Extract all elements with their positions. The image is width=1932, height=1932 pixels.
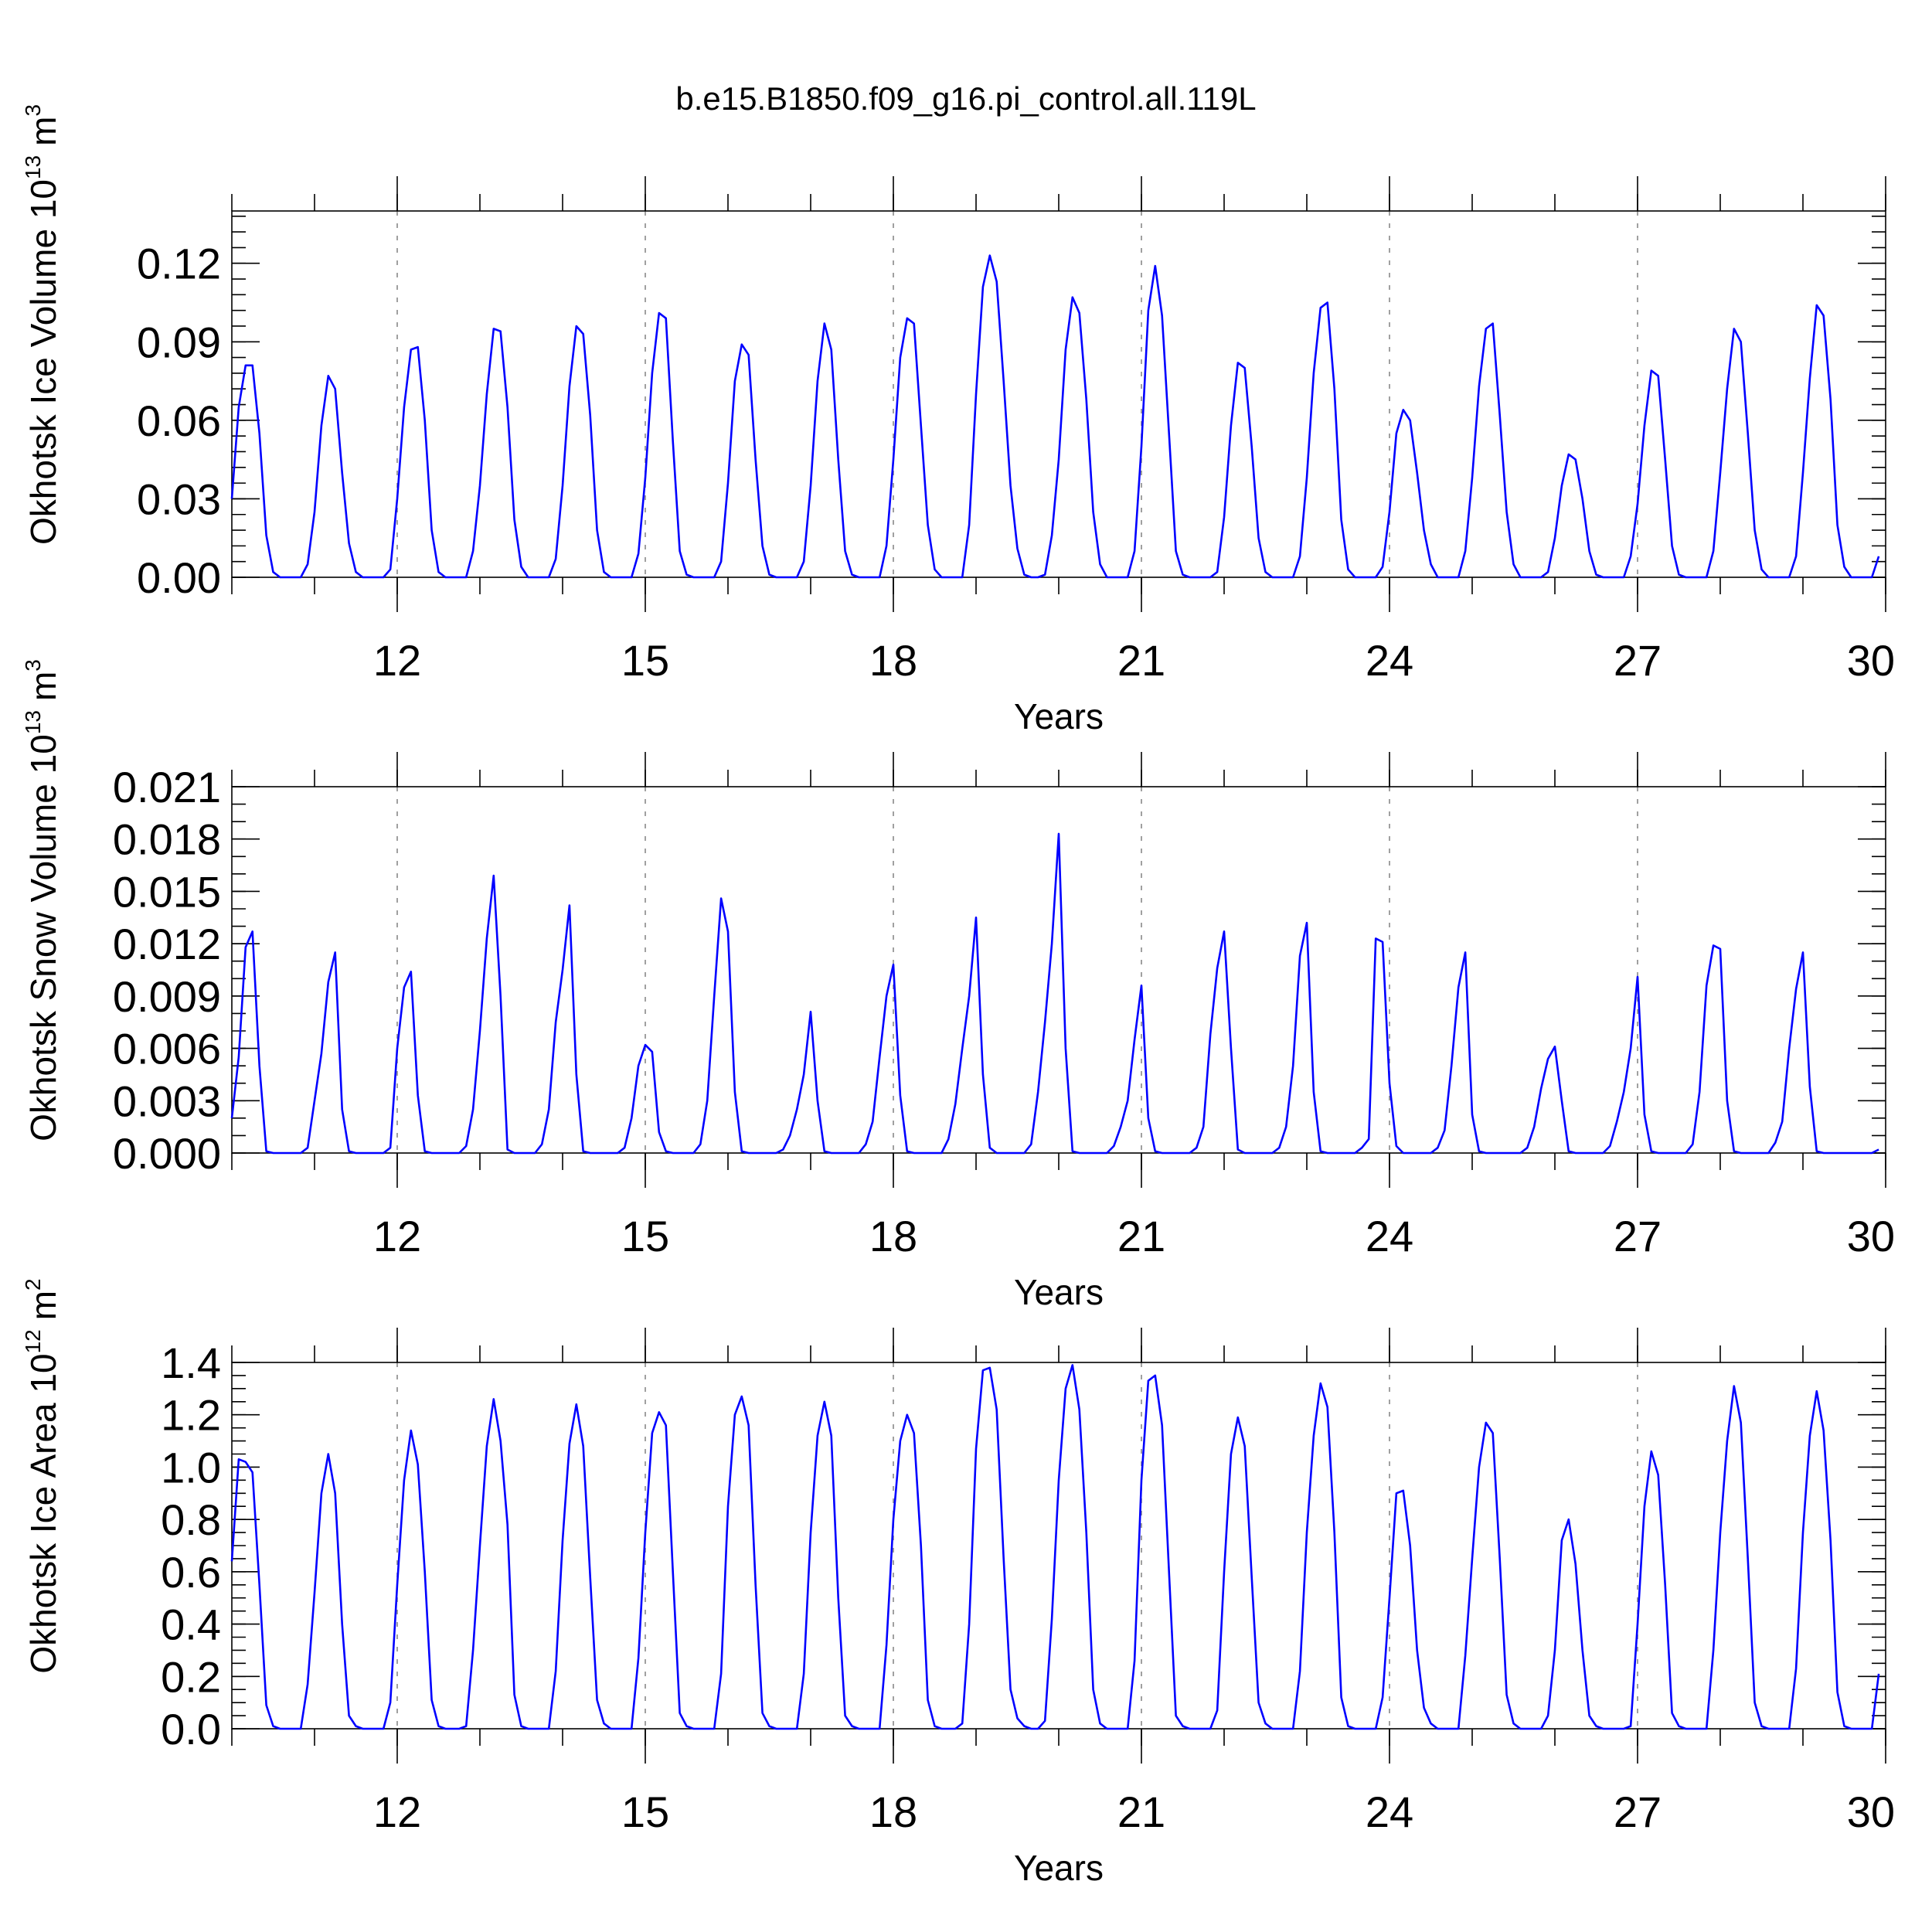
y-axis-title-ylabel-unit-exponent: 3 [21, 104, 45, 117]
x-tick-label: 30 [1847, 636, 1895, 685]
y-axis-title-ylabel-unit-exponent: 2 [21, 1278, 45, 1291]
plot-frame [231, 786, 1886, 1154]
x-tick-label: 24 [1366, 636, 1413, 685]
y-tick-label: 0.4 [161, 1600, 221, 1649]
x-tick-label: 15 [621, 1787, 669, 1836]
y-tick-label: 0.09 [137, 318, 221, 366]
y-tick-label: 0.009 [113, 972, 221, 1021]
plot-frame [231, 1362, 1886, 1730]
x-tick-label: 12 [373, 1212, 421, 1260]
y-axis-title-ylabel-unit: m [23, 117, 63, 146]
series-line-ice-area [230, 1364, 1880, 1730]
y-tick-label: 0.2 [161, 1652, 221, 1701]
x-tick-label: 21 [1117, 1212, 1165, 1260]
x-tick-label: 18 [869, 1212, 917, 1260]
y-axis-title-ylabel-exponent: 13 [21, 710, 45, 734]
x-tick-label: 12 [373, 636, 421, 685]
y-axis-title-ylabel-exponent: 12 [21, 1329, 45, 1353]
y-tick-label: 0.021 [113, 763, 221, 811]
y-tick-label: 0.03 [137, 474, 221, 523]
panel-snow-volume: 0.0000.0030.0060.0090.0120.0150.0180.021… [21, 659, 1895, 1312]
x-tick-label: 18 [869, 636, 917, 685]
x-tick-label: 27 [1614, 1212, 1662, 1260]
x-tick-label: 27 [1614, 1787, 1662, 1836]
x-tick-label: 18 [869, 1787, 917, 1836]
x-axis-title: Years [1014, 696, 1104, 736]
y-tick-label: 0.0 [161, 1705, 221, 1753]
y-axis-title-ylabel: Okhotsk Ice Volume 10 [23, 179, 63, 545]
y-axis-title: Okhotsk Ice Area 1012 m2 [21, 1278, 63, 1673]
y-tick-label: 0.8 [161, 1495, 221, 1544]
x-tick-label: 15 [621, 1212, 669, 1260]
y-tick-label: 0.6 [161, 1548, 221, 1597]
y-axis-title: Okhotsk Ice Volume 1013 m3 [21, 104, 63, 545]
y-tick-label: 0.00 [137, 553, 221, 602]
series-line-ice-volume [230, 254, 1880, 579]
x-tick-label: 21 [1117, 1787, 1165, 1836]
y-axis-title-ylabel: Okhotsk Snow Volume 10 [23, 734, 63, 1141]
y-axis-title-ylabel-unit-exponent: 3 [21, 659, 45, 672]
x-tick-label: 24 [1366, 1212, 1413, 1260]
x-tick-label: 30 [1847, 1212, 1895, 1260]
x-tick-label: 15 [621, 636, 669, 685]
figure-title: b.e15.B1850.f09_g16.pi_control.all.119L [675, 80, 1256, 117]
y-tick-label: 1.2 [161, 1391, 221, 1440]
y-tick-label: 0.003 [113, 1077, 221, 1125]
y-tick-label: 0.12 [137, 240, 221, 288]
y-tick-label: 1.4 [161, 1338, 221, 1387]
series-line-snow-volume [230, 832, 1879, 1155]
y-tick-label: 1.0 [161, 1443, 221, 1492]
y-axis-title: Okhotsk Snow Volume 1013 m3 [21, 659, 63, 1141]
y-axis-title-ylabel-unit: m [23, 1291, 63, 1320]
y-axis-title-ylabel-unit: m [23, 672, 63, 701]
y-axis-title-ylabel: Okhotsk Ice Area 10 [23, 1353, 63, 1673]
y-tick-label: 0.012 [113, 920, 221, 968]
y-tick-label: 0.006 [113, 1025, 221, 1073]
y-tick-label: 0.018 [113, 815, 221, 864]
panel-ice-volume: 0.00 0.03 0.06 0.09 0.12 12 15 18 21 24 27 30 Years O… [21, 104, 1895, 736]
y-tick-label: 0.015 [113, 867, 221, 916]
x-tick-label: 30 [1847, 1787, 1895, 1836]
x-tick-label: 27 [1614, 636, 1662, 685]
x-tick-label: 12 [373, 1787, 421, 1836]
panel-ice-area: 0.00.20.40.60.81.01.21.4 12 15 18 21 24 27 30 Ye… [21, 1278, 1895, 1888]
x-axis-title: Years [1014, 1848, 1104, 1888]
y-tick-label: 0.000 [113, 1129, 221, 1178]
x-axis-title: Years [1014, 1272, 1104, 1312]
y-axis-title-ylabel-exponent: 13 [21, 155, 45, 179]
x-tick-label: 24 [1366, 1787, 1413, 1836]
plot-frame [231, 210, 1886, 578]
x-tick-label: 21 [1117, 636, 1165, 685]
y-tick-label: 0.06 [137, 396, 221, 445]
